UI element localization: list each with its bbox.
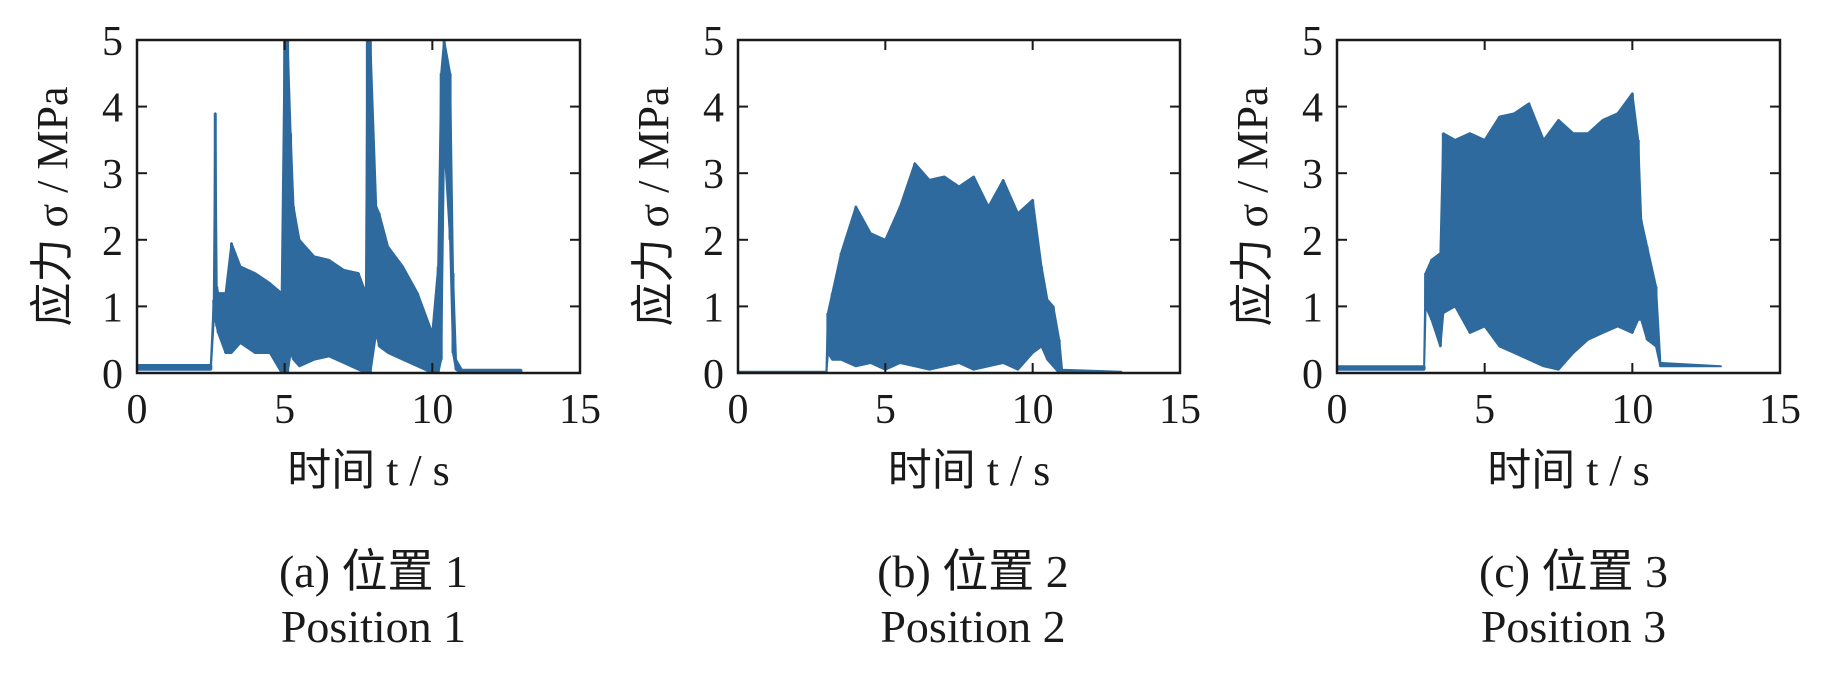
y-tick-label-5: 5 <box>102 19 123 65</box>
chart-panel-2: 0 5 10 15 0 1 2 3 4 5 时间 t / s 应力 σ / MPa <box>629 19 1201 495</box>
y-tick-label-0: 0 <box>102 352 123 398</box>
chart-caption-en-2: Position 2 <box>880 601 1066 652</box>
x-axis-label: 时间 t / s <box>287 446 450 495</box>
plot-frame <box>135 38 582 375</box>
y-axis-label: 应力 σ / MPa <box>1228 86 1277 326</box>
chart-caption-en-3: Position 3 <box>1480 601 1667 652</box>
x-tick-label-5: 5 <box>274 387 295 433</box>
plot-frame <box>1335 38 1782 375</box>
y-tick-label-1: 1 <box>703 285 724 331</box>
x-tick-label-0: 0 <box>1327 387 1348 433</box>
x-axis-label: 时间 t / s <box>1487 446 1650 495</box>
x-tick-label-15: 15 <box>1159 387 1201 433</box>
x-tick-label-0: 0 <box>127 387 148 433</box>
y-axis-label: 应力 σ / MPa <box>28 86 77 326</box>
chart-caption-2: (b) 位置 2 <box>877 546 1069 597</box>
y-tick-label-1: 1 <box>102 285 123 331</box>
y-tick-label-0: 0 <box>1302 352 1323 398</box>
y-tick-label-0: 0 <box>703 352 724 398</box>
y-tick-label-2: 2 <box>102 219 123 265</box>
x-tick-label-15: 15 <box>1759 387 1801 433</box>
y-tick-label-2: 2 <box>703 219 724 265</box>
y-tick-label-1: 1 <box>1302 285 1323 331</box>
x-tick-label-10: 10 <box>1611 387 1653 433</box>
x-tick-label-5: 5 <box>875 387 896 433</box>
chart-caption-en-1: Position 1 <box>280 601 467 652</box>
chart-panel-3: 0 5 10 15 0 1 2 3 4 5 时间 t / s 应力 σ / MPa <box>1228 19 1801 495</box>
chart-panel-1: 0 5 10 15 0 1 2 3 4 5 时间 t / s 应力 σ / MPa <box>28 19 601 495</box>
plot-frame <box>736 38 1182 375</box>
y-tick-label-4: 4 <box>1302 86 1323 132</box>
y-tick-label-5: 5 <box>1302 19 1323 65</box>
x-tick-label-0: 0 <box>728 387 749 433</box>
y-tick-label-2: 2 <box>1302 219 1323 265</box>
y-tick-label-5: 5 <box>703 19 724 65</box>
y-tick-label-3: 3 <box>1302 152 1323 198</box>
x-axis-label: 时间 t / s <box>888 446 1051 495</box>
y-tick-label-4: 4 <box>102 86 123 132</box>
y-tick-label-3: 3 <box>703 152 724 198</box>
x-tick-label-10: 10 <box>411 387 453 433</box>
chart-caption-3: (c) 位置 3 <box>1478 546 1669 597</box>
x-tick-label-10: 10 <box>1012 387 1054 433</box>
y-tick-label-3: 3 <box>102 152 123 198</box>
y-tick-label-4: 4 <box>703 86 724 132</box>
x-tick-label-5: 5 <box>1474 387 1495 433</box>
y-axis-label: 应力 σ / MPa <box>629 86 678 326</box>
x-tick-label-15: 15 <box>559 387 601 433</box>
chart-caption-1: (a) 位置 1 <box>278 546 469 597</box>
